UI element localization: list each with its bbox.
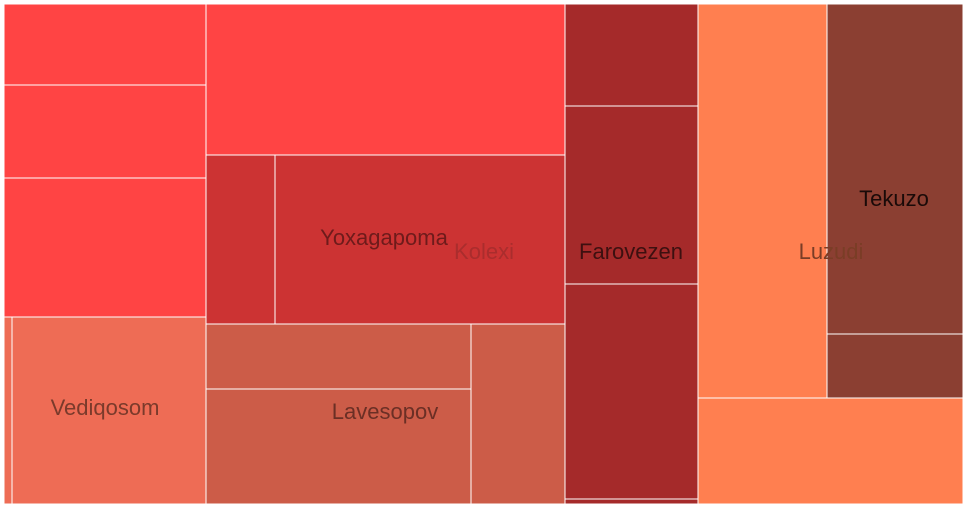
tile-farovezen-2 xyxy=(564,283,699,500)
tile-yoxagapoma xyxy=(274,154,566,325)
tile-kolexi-2 xyxy=(3,177,207,318)
tile-kolexi-1 xyxy=(3,84,207,179)
tile-farovezen-0 xyxy=(564,3,699,107)
tile-luzudi-3 xyxy=(697,397,964,505)
tile-label-yoxagapoma: Yoxagapoma xyxy=(320,225,448,250)
tile-kolexi-3 xyxy=(205,3,566,156)
group-label-farovezen: Farovezen xyxy=(579,239,683,264)
tile-farovezen-3 xyxy=(564,498,699,505)
tile-kolexi-8 xyxy=(205,323,472,390)
tile-tekuzo xyxy=(826,333,964,399)
group-label-luzudi: Luzudi xyxy=(799,239,864,264)
tile-kolexi-0 xyxy=(3,3,207,86)
tile-luzudi-0 xyxy=(697,3,828,399)
group-label-kolexi: Kolexi xyxy=(454,239,514,264)
tile-kolexi-4 xyxy=(205,154,276,325)
tile-lavesopov xyxy=(205,388,472,505)
tile-label-vediqosom: Vediqosom xyxy=(51,395,160,420)
tile-label-tekuzo: Tekuzo xyxy=(859,186,929,211)
tile-kolexi-6 xyxy=(3,316,13,505)
tile-luzudi-1 xyxy=(826,3,964,335)
tile-vediqosom xyxy=(11,316,207,505)
tile-label-lavesopov: Lavesopov xyxy=(332,399,438,424)
tile-farovezen-1 xyxy=(564,105,699,285)
tile-kolexi-9 xyxy=(470,323,566,505)
